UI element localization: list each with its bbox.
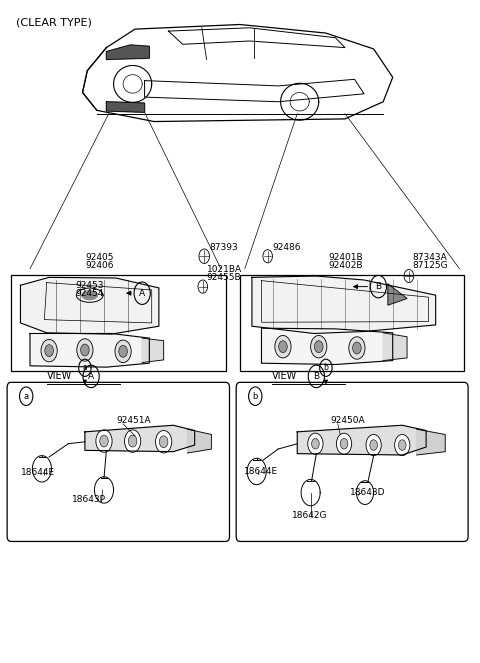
Text: a: a <box>24 392 29 400</box>
Text: 18644E: 18644E <box>244 467 278 476</box>
Circle shape <box>128 435 137 447</box>
Text: (CLEAR TYPE): (CLEAR TYPE) <box>16 18 92 28</box>
Polygon shape <box>30 333 149 367</box>
Polygon shape <box>142 338 164 363</box>
Circle shape <box>45 345 53 357</box>
Text: 92453: 92453 <box>75 281 104 290</box>
Text: 18644E: 18644E <box>21 469 55 477</box>
Text: 92405: 92405 <box>85 253 113 262</box>
Text: 92450A: 92450A <box>331 416 365 424</box>
Polygon shape <box>383 333 407 361</box>
Circle shape <box>308 433 323 454</box>
Circle shape <box>366 434 381 455</box>
Circle shape <box>119 345 127 357</box>
Polygon shape <box>107 45 149 60</box>
Text: 1021BA: 1021BA <box>206 265 242 274</box>
Circle shape <box>312 438 319 449</box>
Polygon shape <box>188 429 211 453</box>
Circle shape <box>100 435 108 447</box>
Circle shape <box>41 339 57 362</box>
Text: 92455B: 92455B <box>206 273 241 282</box>
Circle shape <box>340 438 348 449</box>
Circle shape <box>395 434 410 455</box>
Polygon shape <box>262 328 393 365</box>
Polygon shape <box>252 276 436 333</box>
Text: 87393: 87393 <box>209 243 238 253</box>
Bar <box>240 275 464 371</box>
Bar <box>11 275 226 371</box>
Text: A: A <box>88 372 94 381</box>
Circle shape <box>124 430 141 452</box>
Circle shape <box>336 433 352 454</box>
Text: 92451A: 92451A <box>116 416 151 424</box>
Polygon shape <box>82 291 97 300</box>
Text: 92454: 92454 <box>75 289 104 298</box>
Circle shape <box>314 341 323 353</box>
Text: 92486: 92486 <box>272 243 300 252</box>
Circle shape <box>349 337 365 359</box>
Circle shape <box>279 341 287 353</box>
Text: 18642G: 18642G <box>291 511 327 520</box>
Text: B: B <box>313 372 319 381</box>
Circle shape <box>159 436 168 448</box>
Circle shape <box>81 344 89 356</box>
Circle shape <box>311 335 327 358</box>
Text: A: A <box>139 288 145 298</box>
Circle shape <box>275 335 291 358</box>
Text: 87125G: 87125G <box>413 261 448 270</box>
Polygon shape <box>85 425 195 452</box>
Text: b: b <box>252 392 258 400</box>
Polygon shape <box>388 284 407 305</box>
Text: 92406: 92406 <box>85 261 113 270</box>
Text: 87343A: 87343A <box>413 253 447 262</box>
Text: 92402B: 92402B <box>328 261 363 270</box>
Circle shape <box>370 440 377 450</box>
Text: 18643P: 18643P <box>72 495 106 504</box>
Circle shape <box>96 430 112 452</box>
Text: VIEW: VIEW <box>47 371 72 381</box>
Polygon shape <box>21 277 159 334</box>
Circle shape <box>115 340 131 363</box>
Text: B: B <box>375 282 382 291</box>
Text: 18643D: 18643D <box>350 488 385 497</box>
Text: 92401B: 92401B <box>328 253 363 262</box>
Polygon shape <box>107 101 144 112</box>
Circle shape <box>353 342 361 354</box>
Text: b: b <box>324 363 328 373</box>
Text: VIEW: VIEW <box>272 371 297 381</box>
Text: a: a <box>83 363 87 373</box>
Polygon shape <box>417 429 445 455</box>
Circle shape <box>77 339 93 361</box>
Polygon shape <box>297 425 426 455</box>
Circle shape <box>398 440 406 450</box>
Circle shape <box>156 430 172 453</box>
